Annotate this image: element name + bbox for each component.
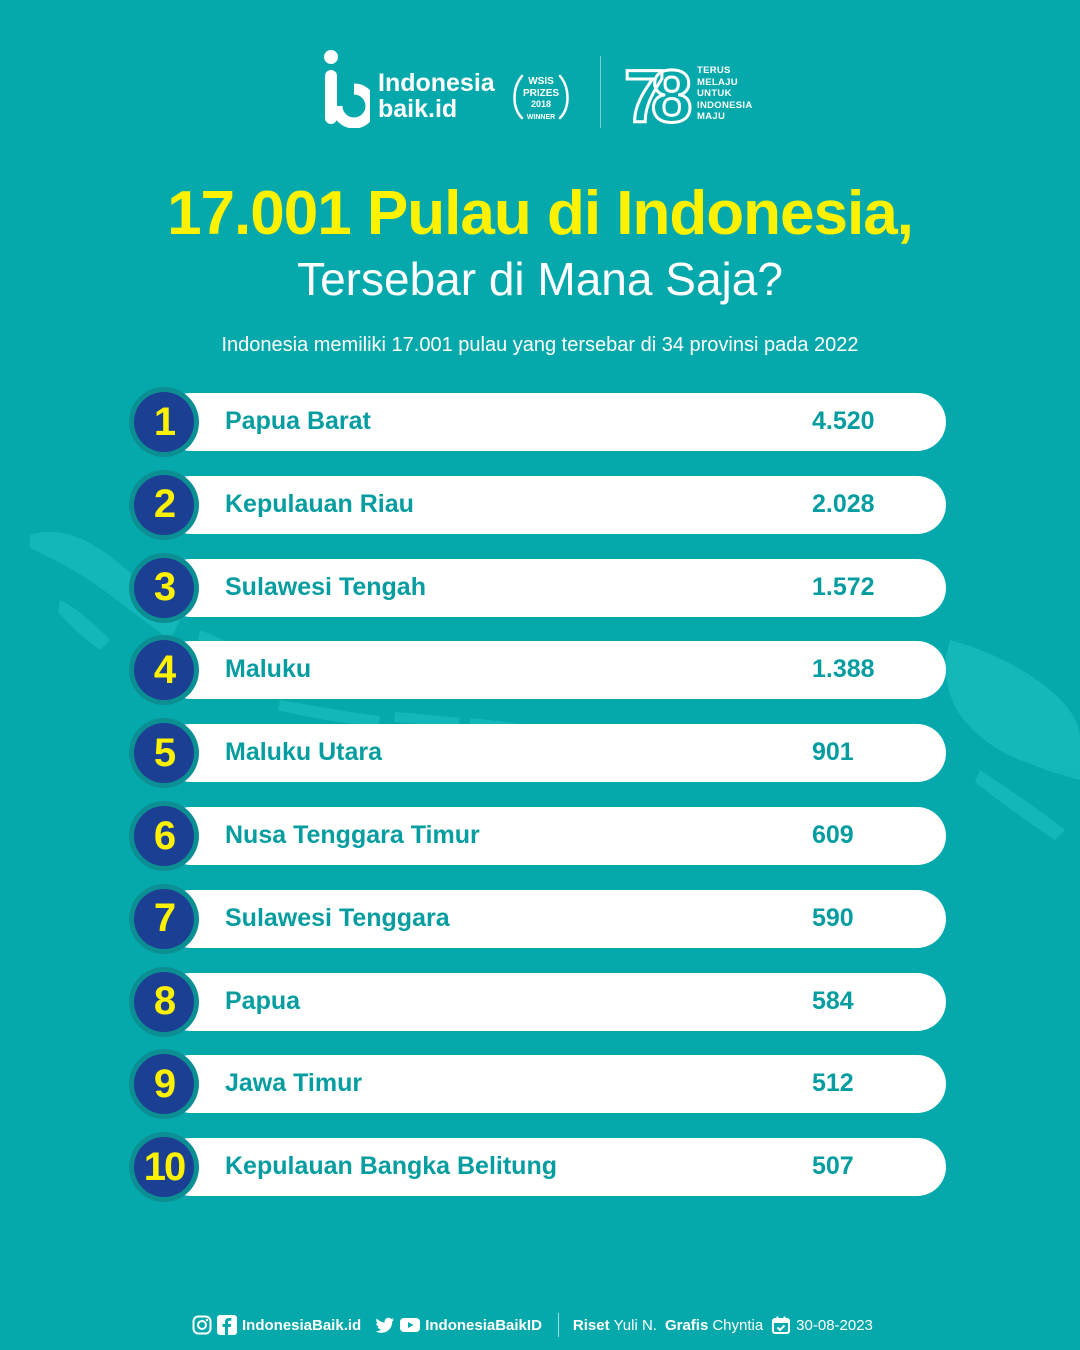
rank-badge: 7 — [134, 888, 194, 949]
youtube-icon — [400, 1318, 421, 1332]
island-count: 584 — [812, 986, 854, 1015]
province-name: Kepulauan Riau — [225, 489, 414, 518]
row-bar — [162, 807, 946, 865]
wsis-line-4: WINNER — [527, 114, 555, 121]
province-name: Nusa Tenggara Timur — [225, 821, 480, 849]
rank-number: 10 — [143, 1144, 186, 1189]
province-name: Sulawesi Tenggara — [225, 903, 450, 932]
rank-number: 3 — [153, 565, 176, 610]
row-bar — [162, 724, 946, 783]
rank-badge: 3 — [134, 557, 194, 618]
footer-handle-2: IndonesiaBaikID — [425, 1316, 542, 1334]
rank-number: 1 — [153, 399, 176, 444]
island-count: 1.388 — [812, 655, 875, 684]
riset-label: Riset — [572, 1316, 610, 1334]
tagline-line: INDONESIA — [697, 99, 753, 111]
brand-line-1: Indonesia — [378, 69, 495, 97]
tagline-line: UNTUK — [697, 88, 732, 99]
table-row: 3 Sulawesi Tengah 1.572 — [134, 557, 948, 618]
rank-number: 5 — [153, 730, 176, 775]
row-bar — [162, 393, 946, 451]
instagram-icon — [192, 1315, 212, 1335]
rank-badge: 9 — [134, 1054, 194, 1115]
rank-number: 7 — [153, 896, 176, 941]
wsis-line-1: WSIS — [528, 76, 554, 87]
chart-description: Indonesia memiliki 17.001 pulau yang ter… — [221, 334, 859, 356]
table-row: 10 Kepulauan Bangka Belitung 507 — [134, 1137, 948, 1198]
anniversary-number: 78 — [624, 55, 690, 130]
brand-line-2: baik.id — [378, 95, 458, 123]
table-row: 2 Kepulauan Riau 2.028 — [134, 474, 948, 535]
rank-badge: 2 — [134, 474, 194, 535]
footer-handle-1: IndonesiaBaik.id — [242, 1316, 362, 1334]
island-count: 2.028 — [812, 489, 875, 518]
island-count: 901 — [812, 738, 854, 767]
riset-name: Yuli N. — [613, 1316, 657, 1334]
row-bar — [162, 1138, 946, 1197]
table-row: 6 Nusa Tenggara Timur 609 — [134, 806, 948, 866]
province-name: Kepulauan Bangka Belitung — [225, 1152, 557, 1181]
footer-date: 30-08-2023 — [796, 1316, 873, 1334]
row-bar — [162, 972, 946, 1031]
rank-number: 6 — [153, 813, 176, 858]
rank-number: 9 — [153, 1061, 176, 1106]
island-count: 512 — [812, 1069, 854, 1098]
twitter-icon — [375, 1317, 395, 1333]
province-name: Sulawesi Tengah — [225, 572, 426, 601]
island-count: 1.572 — [812, 572, 875, 601]
table-row: 1 Papua Barat 4.520 — [134, 392, 948, 452]
grafis-name: Chyntia — [712, 1316, 764, 1334]
indonesiabaik-logo-icon — [324, 50, 370, 128]
row-bar — [162, 1055, 946, 1114]
province-name: Papua Barat — [225, 407, 371, 435]
island-count: 590 — [812, 903, 854, 932]
rank-number: 8 — [153, 979, 176, 1024]
rank-badge: 5 — [134, 723, 194, 784]
chart-subtitle: Tersebar di Mana Saja? — [297, 253, 783, 305]
table-row: 7 Sulawesi Tenggara 590 — [134, 888, 948, 949]
hut-ri-78-logo: 78 — [624, 54, 694, 130]
rank-number: 2 — [153, 482, 176, 527]
tagline-line: MELAJU — [697, 76, 738, 88]
header-divider — [600, 56, 601, 128]
rank-badge: 6 — [134, 806, 194, 866]
table-row: 4 Maluku 1.388 — [134, 640, 948, 701]
province-name: Jawa Timur — [225, 1069, 363, 1098]
table-row: 8 Papua 584 — [134, 971, 948, 1032]
table-row: 9 Jawa Timur 512 — [134, 1054, 948, 1115]
grafis-label: Grafis — [664, 1316, 709, 1334]
rank-badge: 10 — [134, 1137, 194, 1198]
facebook-icon — [217, 1315, 237, 1335]
calendar-icon — [772, 1316, 791, 1334]
island-count: 4.520 — [812, 407, 875, 435]
footer-divider — [557, 1313, 559, 1337]
island-count: 507 — [812, 1152, 854, 1181]
island-count: 609 — [812, 821, 854, 849]
wsis-prizes-logo: WSIS PRIZES 2018 WINNER — [513, 74, 569, 121]
province-name: Maluku — [225, 655, 312, 684]
footer: IndonesiaBaik.id IndonesiaBaikID Riset Y… — [192, 1312, 873, 1338]
row-bar — [162, 641, 946, 700]
wsis-line-3: 2018 — [531, 99, 551, 109]
wsis-line-2: PRIZES — [523, 88, 559, 99]
table-row: 5 Maluku Utara 901 — [134, 723, 948, 784]
province-name: Papua — [225, 986, 301, 1015]
row-bar — [162, 475, 946, 534]
tagline-line: TERUS — [697, 65, 731, 76]
chart-title: 17.001 Pulau di Indonesia, — [167, 179, 914, 248]
row-bar — [162, 558, 946, 617]
row-bar — [162, 889, 946, 948]
rank-badge: 1 — [134, 392, 194, 452]
brand-name: Indonesia baik.id — [378, 70, 495, 122]
rank-badge: 4 — [134, 640, 194, 701]
rank-badge: 8 — [134, 971, 194, 1032]
tagline-line: MAJU — [697, 111, 726, 122]
rank-number: 4 — [153, 647, 176, 692]
anniversary-tagline: TERUS MELAJU UNTUK INDONESIA MAJU — [697, 65, 752, 123]
province-name: Maluku Utara — [225, 738, 382, 767]
